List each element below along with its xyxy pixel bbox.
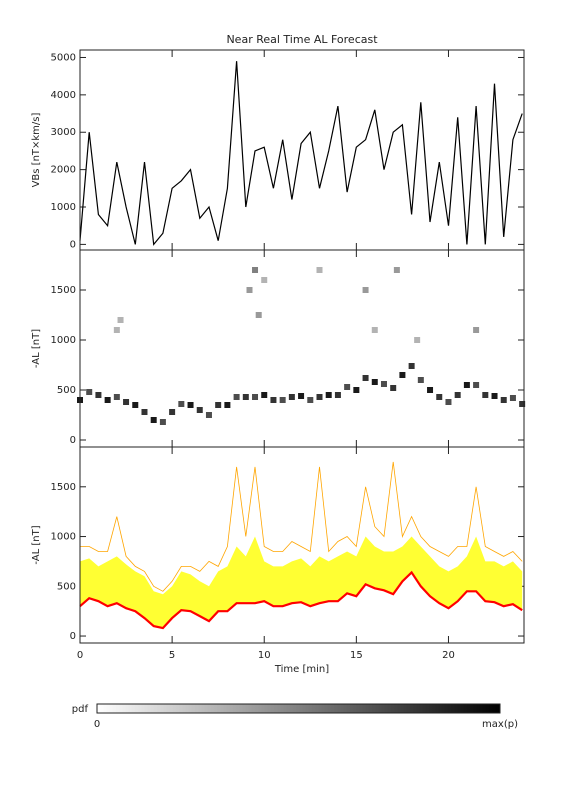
max-line [80, 461, 523, 592]
density-cell [408, 363, 415, 369]
density-cell [104, 397, 111, 403]
density-cell [316, 267, 323, 273]
x-tick-label: 0 [77, 650, 83, 661]
density-cell [500, 397, 507, 403]
density-cell [393, 267, 400, 273]
y-tick-label: 1000 [51, 532, 76, 543]
y-tick-label: 1000 [51, 202, 76, 213]
density-cell [242, 394, 249, 400]
density-cell [187, 402, 194, 408]
density-cell [215, 402, 222, 408]
density-cell [519, 401, 526, 407]
y-tick-label: 500 [57, 581, 76, 592]
y-tick-label: 1000 [51, 335, 76, 346]
density-cell [344, 384, 351, 390]
density-cell [224, 402, 231, 408]
colorbar-max: max(p) [482, 719, 518, 730]
y-tick-label: 1500 [51, 285, 76, 296]
density-cell [390, 385, 397, 391]
plot-frame [79, 249, 525, 448]
density-cell [113, 394, 120, 400]
density-cell [95, 392, 102, 398]
plot-frame [79, 49, 525, 251]
x-tick-label: 20 [442, 650, 455, 661]
density-cell [252, 394, 259, 400]
density-cell [159, 419, 166, 425]
lower-line [79, 570, 523, 630]
density-cell [298, 393, 305, 399]
density-cell [463, 382, 470, 388]
y-axis-label: VBs [nT×km/s] [31, 112, 42, 187]
y-tick-label: 0 [70, 239, 76, 250]
density-cell [325, 392, 332, 398]
density-cell [255, 312, 262, 318]
y-tick-label: 500 [57, 385, 76, 396]
density-cell [482, 392, 489, 398]
y-tick-label: 2000 [51, 165, 76, 176]
density-cell [427, 387, 434, 393]
density-cell [205, 412, 212, 418]
density-cell [353, 387, 360, 393]
y-tick-label: 3000 [51, 127, 76, 138]
y-tick-label: 1500 [51, 482, 76, 493]
density-cell [196, 407, 203, 413]
colorbar-min: 0 [94, 719, 100, 730]
density-cell [473, 327, 480, 333]
density-cell [509, 395, 516, 401]
density-cell [491, 393, 498, 399]
density-cell [270, 397, 277, 403]
density-cell [371, 379, 378, 385]
density-cell [86, 389, 93, 395]
y-tick-label: 4000 [51, 90, 76, 101]
density-cell [246, 287, 253, 293]
density-cell [150, 417, 157, 423]
density-cell [334, 392, 341, 398]
density-cell [417, 377, 424, 383]
density-cell [123, 399, 130, 405]
density-cell [132, 402, 139, 408]
density-cell [288, 394, 295, 400]
density-cell [113, 327, 120, 333]
density-cell [279, 397, 286, 403]
density-cell [362, 375, 369, 381]
density-cell [454, 392, 461, 398]
y-axis-label: -AL [nT] [31, 525, 42, 564]
density-cell [316, 394, 323, 400]
x-axis-label: Time [min] [274, 664, 329, 675]
colorbar [96, 703, 501, 714]
y-tick-label: 0 [70, 631, 76, 642]
y-axis-label: -AL [nT] [31, 329, 42, 368]
plot-frame [79, 446, 525, 644]
density-cell [178, 401, 185, 407]
y-tick-label: 0 [70, 435, 76, 446]
density-cell [117, 317, 124, 323]
density-cell [233, 394, 240, 400]
density-cell [261, 277, 268, 283]
density-cell [261, 392, 268, 398]
quantile-band [80, 536, 523, 629]
vbs-line [79, 61, 523, 246]
density-cell [380, 381, 387, 387]
density-cell [399, 372, 406, 378]
density-cell [141, 409, 148, 415]
x-tick-label: 10 [258, 650, 271, 661]
chart-title: Near Real Time AL Forecast [226, 33, 378, 46]
colorbar-label: pdf [72, 704, 89, 715]
density-cell [436, 394, 443, 400]
density-cell [473, 382, 480, 388]
x-tick-label: 5 [169, 650, 175, 661]
density-cell [252, 267, 259, 273]
density-cell [362, 287, 369, 293]
density-cell [414, 337, 421, 343]
density-cell [445, 399, 452, 405]
x-tick-label: 15 [350, 650, 363, 661]
density-cell [307, 397, 314, 403]
density-cell [371, 327, 378, 333]
y-tick-label: 5000 [51, 52, 76, 63]
density-cell [169, 409, 176, 415]
